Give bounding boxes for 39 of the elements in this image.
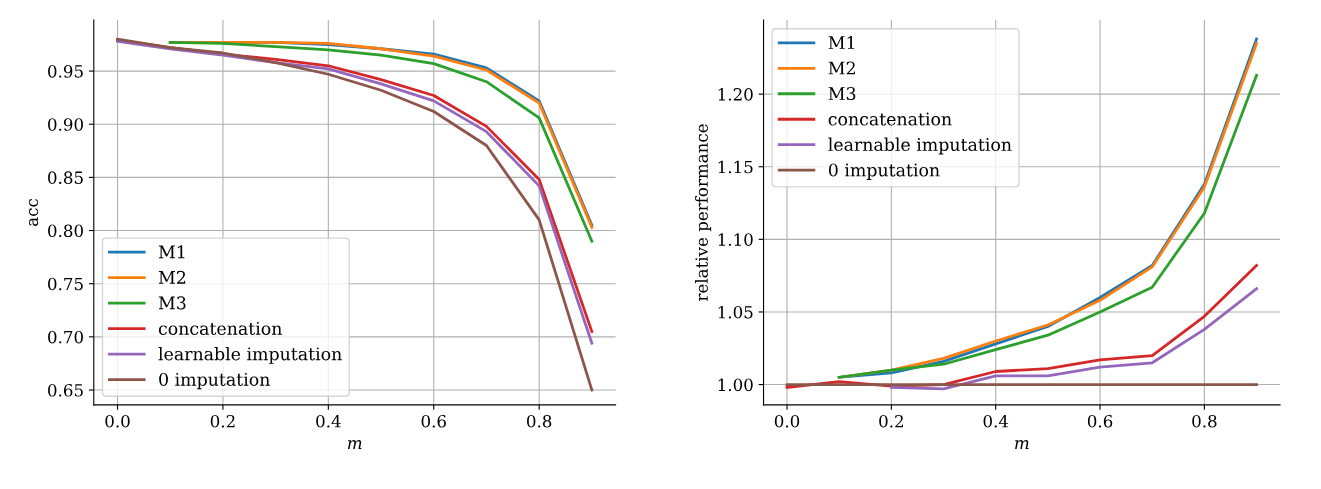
y-tick-label: 1.15: [718, 160, 753, 174]
y-tick-label: 0.85: [48, 171, 83, 184]
x-tick-label: 0.4: [983, 414, 1009, 428]
y-tick-label: 0.70: [48, 330, 83, 344]
legend-label: M1: [828, 35, 855, 49]
x-tick-label: 0.2: [879, 414, 903, 428]
line-series: [889, 287, 1258, 391]
x-tick-label: 0.8: [1192, 414, 1217, 428]
x-tick-label: 0.0: [105, 414, 130, 428]
y-tick-label: 0.80: [48, 224, 83, 238]
y-axis-title: acc: [29, 198, 39, 226]
y-tick-label: 1.05: [718, 305, 753, 319]
y-tick-label: 0.75: [48, 277, 83, 291]
x-tick-label: 0.0: [774, 414, 800, 428]
legend-label: M2: [828, 61, 855, 75]
legend-label: concatenation: [158, 321, 282, 335]
x-tick-label: 0.4: [316, 414, 341, 428]
x-axis-title: m: [1015, 440, 1029, 449]
x-tick-label: 0.6: [1087, 414, 1113, 428]
y-tick-label: 0.65: [48, 383, 83, 397]
legend-label: M3: [158, 296, 186, 310]
legend-label: 0 imputation: [159, 372, 270, 390]
y-axis-title: relative performance: [695, 124, 712, 301]
y-tick-label: 1.10: [718, 233, 753, 246]
legend-label: 0 imputation: [828, 163, 940, 180]
legend-label: concatenation: [828, 112, 952, 126]
legend-label: M2: [158, 270, 186, 284]
y-tick-label: 0.95: [48, 65, 83, 78]
x-tick-label: 0.8: [527, 414, 552, 428]
x-tick-label: 0.2: [210, 414, 235, 428]
y-tick-label: 0.90: [48, 118, 83, 131]
legend-label: M3: [828, 86, 856, 101]
y-tick-label: 1.00: [718, 378, 753, 392]
legend-label: learnable imputation: [828, 137, 1012, 155]
x-axis-title: m: [347, 440, 362, 449]
x-tick-label: 0.6: [421, 414, 446, 428]
legend-label: learnable imputation: [158, 346, 342, 364]
y-tick-label: 1.20: [718, 88, 753, 101]
legend-label: M1: [158, 245, 185, 259]
